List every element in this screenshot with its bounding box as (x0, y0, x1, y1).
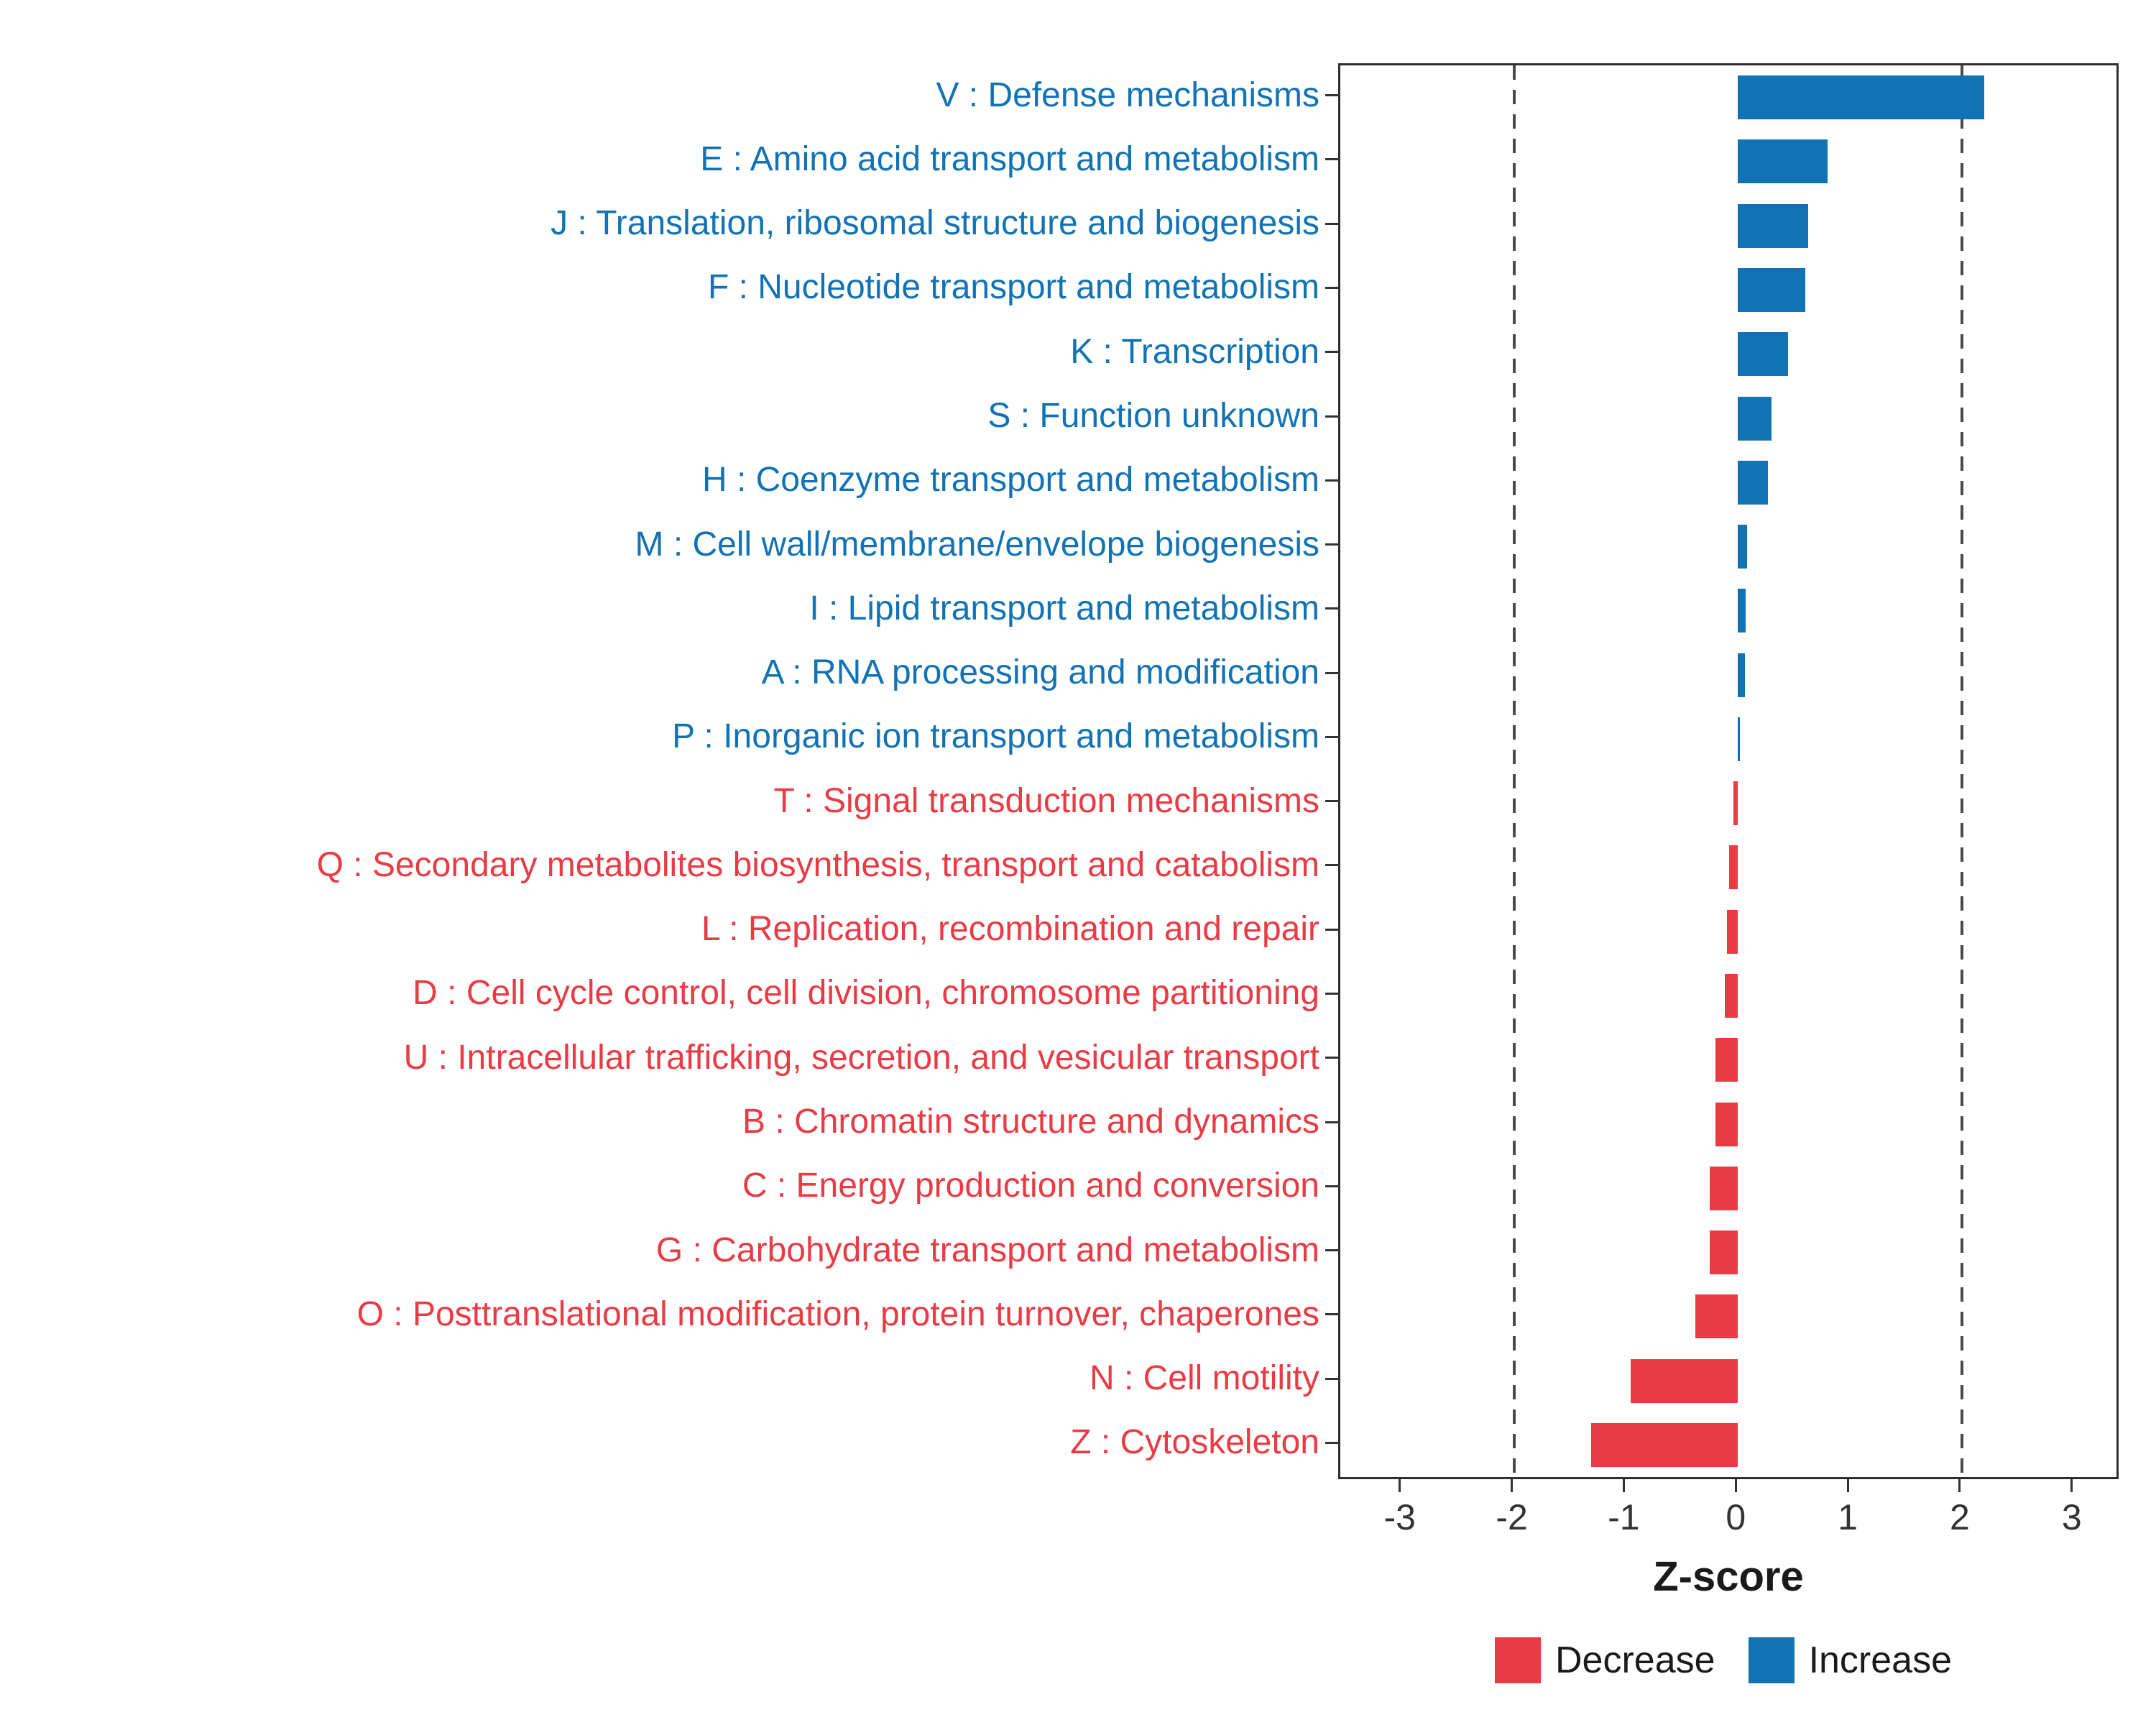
category-label: G : Carbohydrate transport and metabolis… (655, 1230, 1319, 1269)
x-tick-label: -3 (1383, 1497, 1416, 1537)
x-tick-mark (1399, 1479, 1401, 1492)
x-tick-label: 0 (1726, 1497, 1746, 1537)
category-label: K : Transcription (1070, 332, 1319, 371)
y-tick-mark (1325, 1249, 1338, 1252)
x-tick-label: -2 (1496, 1497, 1528, 1537)
x-tick-mark (1958, 1479, 1961, 1492)
category-label: Z : Cytoskeleton (1070, 1423, 1319, 1462)
category-label: I : Lipid transport and metabolism (809, 589, 1319, 627)
bar (1695, 1294, 1738, 1339)
y-tick-mark (1325, 479, 1338, 482)
x-tick-label: 2 (1950, 1497, 1970, 1537)
category-label: D : Cell cycle control, cell division, c… (413, 974, 1319, 1013)
category-label: P : Inorganic ion transport and metaboli… (672, 717, 1319, 756)
x-axis-title: Z-score (1653, 1553, 1804, 1600)
x-axis-ticks (1338, 1479, 2119, 1492)
legend-item: Decrease (1495, 1637, 1715, 1683)
category-label: N : Cell motility (1089, 1359, 1319, 1398)
x-tick-label: 1 (1838, 1497, 1858, 1537)
category-label: L : Replication, recombination and repai… (701, 910, 1319, 949)
category-label: O : Posttranslational modification, prot… (356, 1294, 1319, 1333)
y-tick-mark (1325, 1313, 1338, 1316)
bar (1726, 909, 1738, 954)
bar (1715, 1038, 1738, 1082)
bar (1738, 139, 1828, 184)
bar (1738, 460, 1769, 505)
bar (1724, 973, 1738, 1018)
legend-item: Increase (1748, 1637, 1953, 1683)
y-tick-mark (1325, 1121, 1338, 1123)
y-tick-mark (1325, 94, 1338, 97)
bar (1738, 203, 1809, 248)
bar (1710, 1230, 1738, 1275)
bar (1738, 589, 1746, 633)
y-tick-mark (1325, 607, 1338, 610)
x-tick-mark (1622, 1479, 1625, 1492)
y-tick-mark (1325, 735, 1338, 738)
category-label: V : Defense mechanisms (936, 75, 1319, 114)
y-tick-mark (1325, 351, 1338, 354)
bar (1733, 781, 1738, 826)
y-tick-mark (1325, 1184, 1338, 1187)
legend: Decrease Increase (1495, 1637, 1952, 1683)
bar (1715, 1102, 1738, 1146)
y-tick-mark (1325, 800, 1338, 803)
legend-label: Increase (1808, 1639, 1953, 1681)
x-tick-mark (2070, 1479, 2073, 1492)
y-tick-mark (1325, 992, 1338, 995)
x-tick-mark (1734, 1479, 1737, 1492)
y-tick-mark (1325, 415, 1338, 418)
category-label: U : Intracellular trafficking, secretion… (403, 1038, 1319, 1077)
category-label: A : RNA processing and modification (761, 653, 1319, 692)
bar (1738, 267, 1805, 312)
y-tick-mark (1325, 158, 1338, 161)
y-tick-mark (1325, 543, 1338, 546)
y-axis-labels: V : Defense mechanisms E : Amino acid tra… (0, 63, 1319, 1479)
y-tick-mark (1325, 1377, 1338, 1380)
bar (1738, 396, 1772, 441)
bar (1738, 653, 1745, 697)
legend-swatch (1748, 1637, 1795, 1683)
category-label: E : Amino acid transport and metabolism (700, 139, 1319, 178)
bar (1738, 717, 1741, 761)
dashed-reference-line (1512, 65, 1516, 1477)
legend-label: Decrease (1555, 1639, 1715, 1681)
bar (1591, 1422, 1738, 1467)
x-tick-label: -1 (1608, 1497, 1640, 1537)
category-label: T : Signal transduction mechanisms (773, 781, 1319, 820)
x-axis-tick-labels: -3 -2 -1 0 1 2 3 (1338, 1499, 2119, 1540)
category-label: F : Nucleotide transport and metabolism (707, 268, 1319, 307)
dashed-reference-line (1960, 65, 1963, 1477)
y-axis-ticks (1325, 63, 1338, 1479)
category-label: B : Chromatin structure and dynamics (742, 1103, 1319, 1141)
bar (1738, 525, 1747, 569)
x-tick-mark (1846, 1479, 1849, 1492)
y-tick-mark (1325, 286, 1338, 289)
bar (1728, 845, 1738, 890)
y-tick-mark (1325, 222, 1338, 225)
category-label: J : Translation, ribosomal structure and… (550, 204, 1319, 243)
y-tick-mark (1325, 928, 1338, 931)
y-tick-mark (1325, 671, 1338, 674)
bar (1710, 1166, 1738, 1210)
category-label: M : Cell wall/membrane/envelope biogenes… (635, 525, 1319, 564)
x-tick-label: 3 (2061, 1497, 2082, 1537)
bar (1738, 332, 1789, 377)
category-label: H : Coenzyme transport and metabolism (701, 461, 1319, 500)
category-label: C : Energy production and conversion (742, 1167, 1319, 1205)
plot-area (1338, 63, 2119, 1479)
y-tick-mark (1325, 864, 1338, 867)
x-tick-mark (1511, 1479, 1514, 1492)
legend-swatch (1495, 1637, 1541, 1683)
bar (1738, 75, 1985, 120)
category-label: Q : Secondary metabolites biosynthesis, … (316, 845, 1319, 884)
y-tick-mark (1325, 1057, 1338, 1059)
y-tick-mark (1325, 1441, 1338, 1444)
category-label: S : Function unknown (987, 397, 1319, 435)
bar (1630, 1358, 1738, 1403)
